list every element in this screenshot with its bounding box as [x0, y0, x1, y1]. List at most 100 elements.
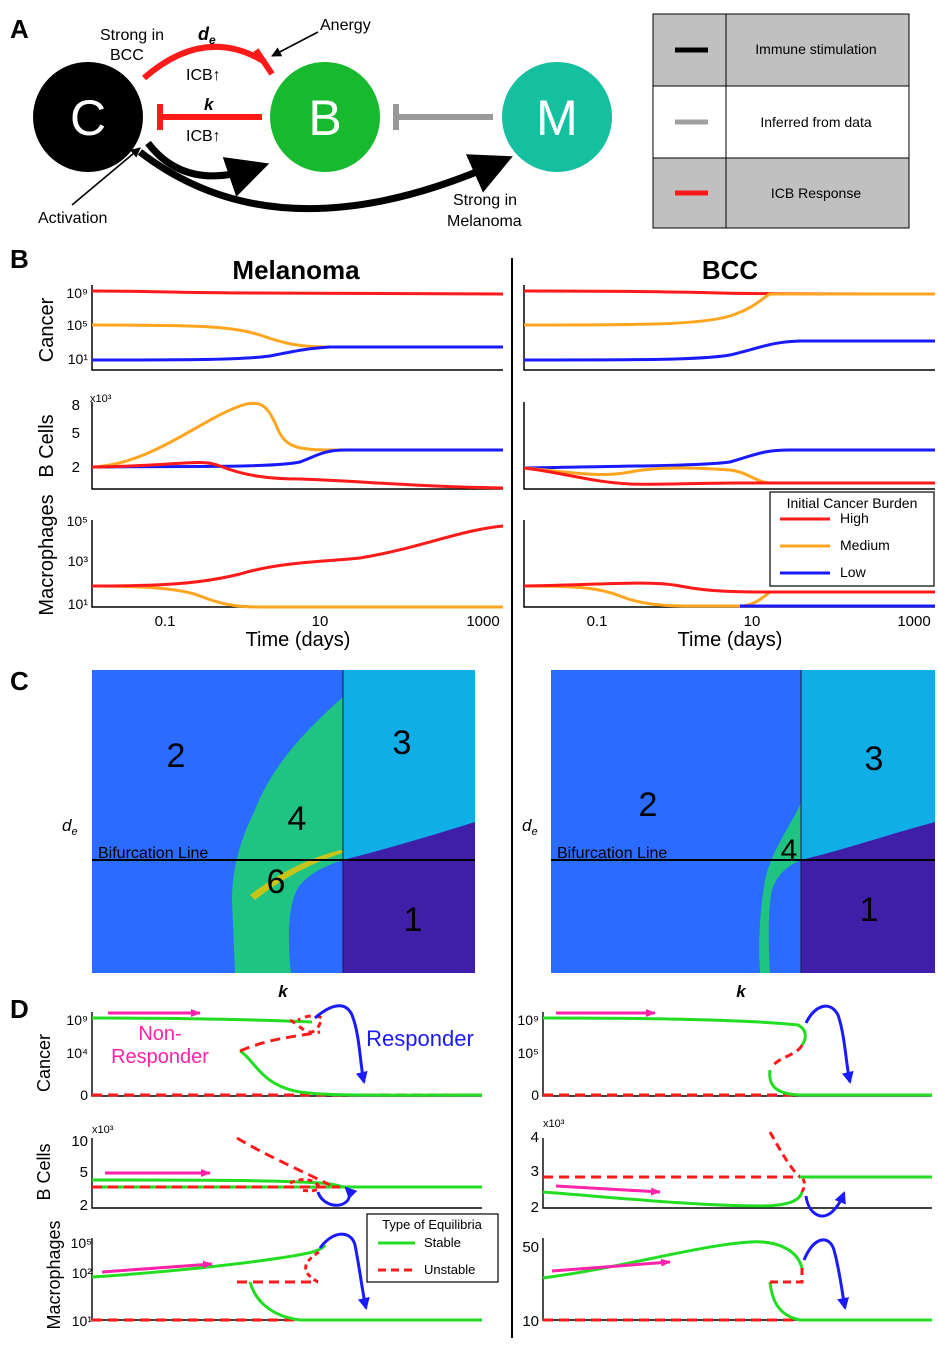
- b-left-mac-curves: [91, 524, 504, 609]
- d-left-mac-unstable-loop: [304, 1248, 323, 1284]
- b-mac-tick-1: 10⁵: [67, 513, 88, 529]
- c-right-label-3: 3: [865, 740, 884, 778]
- legend-a-label-1: Immune stimulation: [755, 41, 876, 57]
- d-right-cancer-unstable-mid: [770, 1044, 804, 1069]
- legend-d-label-stable: Stable: [424, 1235, 461, 1250]
- b-right-xtick-3: 1000: [897, 613, 930, 630]
- d-right-cancer-curves: [542, 1016, 932, 1097]
- d-right-bcell-tick-2: 3: [531, 1163, 539, 1180]
- b-right-bcell-low: [523, 448, 935, 470]
- d-right-bcell-curves: [542, 1131, 932, 1208]
- d-ylabel-macrophages: Macrophages: [44, 1220, 64, 1329]
- c-right-ylabel: de: [522, 816, 538, 838]
- anergy-label: Anergy: [320, 17, 371, 34]
- d-left-cancer-unstable-loop: [289, 1014, 324, 1034]
- b-right-bcell-medium: [523, 466, 935, 485]
- de-bar: [253, 48, 275, 76]
- d-right-bcell-stable-lower: [542, 1190, 804, 1208]
- b-right-cancer-low: [523, 339, 935, 362]
- legend-b: Initial Cancer Burden High Medium Low: [769, 491, 935, 587]
- d-right-mac-tick-1: 50: [522, 1239, 539, 1256]
- d-right-cancer-stable-low: [768, 1069, 932, 1097]
- d-left-cancer-tick-1: 10⁹: [66, 1012, 88, 1028]
- c-right-region-4: [759, 803, 801, 973]
- bcell-node-label: B: [308, 90, 341, 146]
- b-left-cancer-medium: [91, 323, 503, 349]
- d-left-bcell-tick-1: 10: [71, 1133, 88, 1150]
- strong-melanoma-label-2: Melanoma: [447, 213, 522, 230]
- legend-d-box: [366, 1213, 499, 1283]
- d-left-bcell-multiplier: x10³: [92, 1124, 114, 1136]
- legend-b-title: Initial Cancer Burden: [787, 495, 918, 511]
- c-right-plot: Bifurcation Line 2 3 4 1: [551, 670, 935, 973]
- panel-b: B Melanoma BCC Cancer B Cells Macrophage…: [10, 244, 936, 651]
- cancer-node: [33, 62, 143, 172]
- icb-top-label: ICB↑: [186, 67, 221, 84]
- legend-a: Immune stimulation Inferred from data IC…: [652, 13, 910, 229]
- k-label: k: [204, 95, 215, 114]
- b-left-xtick-3: 1000: [466, 613, 499, 630]
- legend-d-title: Type of Equilibria: [382, 1217, 482, 1232]
- panel-c: C Bifurcation Line 2 3 4 6 1 de k: [10, 666, 935, 1001]
- d-right-bcell-unstable-high: [768, 1131, 802, 1179]
- legend-d: Type of Equilibria Stable Unstable: [366, 1213, 499, 1283]
- d-left-mac-tick-1: 10⁵: [71, 1235, 92, 1251]
- d-left-mac-stable-lower: [248, 1281, 482, 1322]
- d-right-axes: [542, 1012, 932, 1321]
- icb-mid-label: ICB↑: [186, 128, 221, 145]
- b-left-bcell-high: [91, 460, 504, 490]
- b-left-xtick-2: 10: [312, 613, 329, 630]
- d-right-bcell-unstable-join: [799, 1175, 806, 1193]
- d-responder-label: Responder: [366, 1026, 474, 1051]
- d-left-cancer-stable-high: [91, 1016, 313, 1024]
- panel-letter-b: B: [10, 244, 29, 274]
- d-right-cancer-tick-3: 0: [531, 1087, 539, 1103]
- legend-b-label-low: Low: [840, 564, 867, 580]
- d-right-bcell-responder-arrow: [804, 1191, 846, 1218]
- b-right-cancer-curves: [523, 289, 936, 362]
- activation-pointer: [71, 147, 141, 206]
- d-left-mac-tick-2: 10²: [72, 1265, 93, 1281]
- b-cancer-tick-3: 10¹: [68, 351, 89, 367]
- legend-b-label-medium: Medium: [840, 537, 890, 553]
- b-ylabel-macrophages: Macrophages: [36, 494, 58, 615]
- b-ylabel-cancer: Cancer: [36, 297, 58, 362]
- b-left-cancer-low: [91, 345, 503, 362]
- b-right-bcell-curves: [523, 448, 935, 486]
- bcell-node: [270, 62, 380, 172]
- c-left-label-1: 1: [404, 901, 423, 939]
- b-left-bcell-low: [91, 448, 503, 469]
- d-left-bcell-responder-arrow: [316, 1186, 358, 1207]
- b-left-cancer-curves: [91, 289, 504, 362]
- d-left-cancer-tick-2: 10⁴: [66, 1045, 88, 1061]
- b-right-mac-high: [523, 581, 935, 594]
- d-right-cancer-stable-high: [542, 1016, 807, 1046]
- d-right-cancer-responder-arrow: [804, 1004, 854, 1084]
- c-left-region-6: [250, 850, 345, 900]
- b-bcell-tick-1: 8: [72, 397, 80, 414]
- b-right-xtick-2: 10: [744, 613, 761, 630]
- panel-a: A C B M Strong in BCC de ICB↑ Anergy k I…: [10, 13, 910, 230]
- legend-a-label-2: Inferred from data: [760, 114, 871, 130]
- b-left-bcell-medium: [91, 401, 503, 469]
- c-right-bifurcation-label: Bifurcation Line: [557, 845, 667, 862]
- d-left-bcell-tick-3: 2: [80, 1197, 88, 1214]
- b-bcell-tick-3: 2: [72, 459, 80, 476]
- macrophage-node-label: M: [536, 90, 578, 146]
- d-right-cancer-tick-1: 10⁹: [517, 1012, 539, 1028]
- d-left-mac-tick-3: 10¹: [72, 1313, 93, 1329]
- panel-letter-d: D: [10, 994, 29, 1024]
- c-left-ylabel: de: [62, 816, 78, 838]
- legend-a-label-3: ICB Response: [771, 185, 861, 201]
- c-right-label-2: 2: [639, 786, 658, 824]
- d-left-cancer-responder-arrow: [314, 1004, 368, 1084]
- b-left-mac-medium: [91, 584, 503, 609]
- c-left-region-4: [232, 697, 343, 973]
- c-right-label-1: 1: [860, 891, 879, 929]
- b-left-mac-high: [91, 524, 504, 588]
- d-left-bcell-unstable-loop: [289, 1178, 321, 1193]
- d-left-bcell-tick-2: 5: [80, 1164, 88, 1181]
- activation-label: Activation: [38, 210, 107, 227]
- c-right-label-4: 4: [781, 834, 798, 867]
- b-left-cancer-high: [91, 289, 504, 296]
